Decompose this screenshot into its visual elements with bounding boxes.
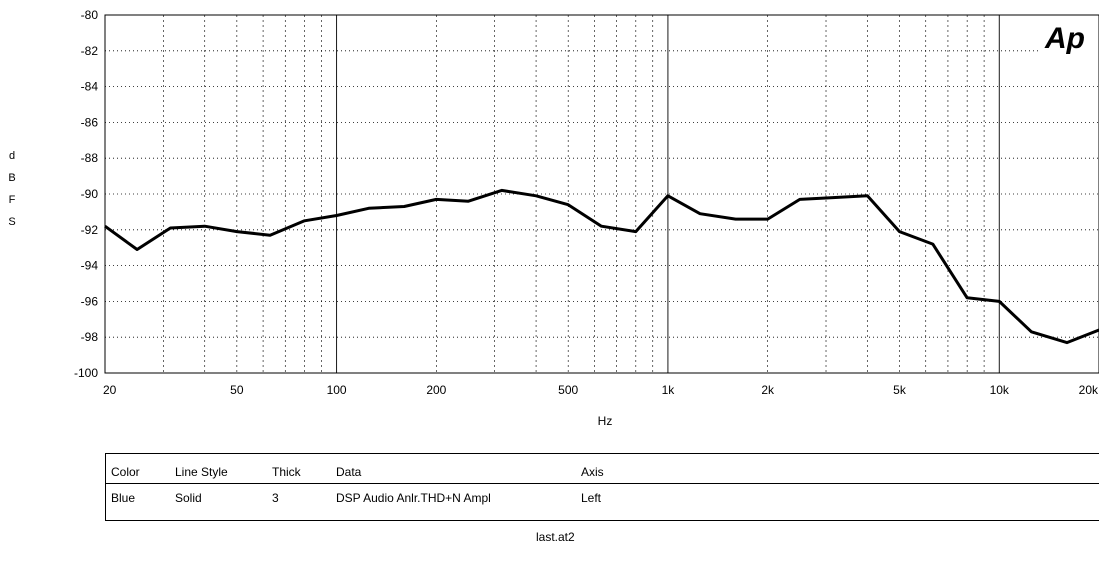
x-tick-label: 50 xyxy=(230,383,244,397)
legend-divider xyxy=(106,483,1099,484)
legend-table: Color Line Style Thick Data Axis Blue So… xyxy=(105,453,1099,521)
x-tick-label: 20k xyxy=(1079,383,1099,397)
y-axis-label-char: d xyxy=(8,150,16,162)
x-tick-label: 10k xyxy=(990,383,1010,397)
y-axis-ticks: -80 -82 -84 -86 -88 -90 -92 -94 -96 -98 -100 xyxy=(74,8,98,380)
filename-label: last.at2 xyxy=(536,530,575,544)
y-tick-label: -92 xyxy=(81,223,99,237)
x-axis-ticks: 20 50 100 200 500 1k 2k 5k 10k 20k xyxy=(103,383,1099,397)
legend-row-axis: Left xyxy=(581,491,602,505)
y-tick-label: -100 xyxy=(74,366,98,380)
legend-row-color: Blue xyxy=(111,491,136,505)
x-tick-label: 2k xyxy=(761,383,775,397)
y-tick-label: -86 xyxy=(81,115,99,129)
plot-frame xyxy=(104,14,1099,374)
y-tick-label: -94 xyxy=(81,259,99,273)
y-tick-label: -96 xyxy=(81,294,99,308)
y-tick-label: -82 xyxy=(81,44,99,58)
y-axis-label-char: B xyxy=(8,172,16,184)
chart-svg: -80 -82 -84 -86 -88 -90 -92 -94 -96 -98 -100 20 50 1… xyxy=(74,8,1099,428)
y-tick-label: -84 xyxy=(81,80,99,94)
y-axis-label-char: F xyxy=(8,194,16,206)
series-group xyxy=(104,188,1099,345)
x-tick-label: 200 xyxy=(426,383,446,397)
x-axis-label: Hz xyxy=(598,414,613,428)
y-tick-label: -90 xyxy=(81,187,99,201)
legend-header-thick: Thick xyxy=(272,465,301,479)
x-tick-label: 1k xyxy=(662,383,676,397)
legend-header-line-style: Line Style xyxy=(175,465,228,479)
legend-header-axis: Axis xyxy=(581,465,604,479)
y-tick-label: -98 xyxy=(81,330,99,344)
y-axis-label-char: S xyxy=(8,216,16,228)
legend-header-color: Color xyxy=(111,465,140,479)
x-tick-label: 5k xyxy=(893,383,907,397)
x-tick-label: 100 xyxy=(327,383,347,397)
legend-row-data: DSP Audio Anlr.THD+N Ampl xyxy=(336,491,491,505)
legend-row-line-style: Solid xyxy=(175,491,202,505)
x-tick-label: 20 xyxy=(103,383,117,397)
y-tick-label: -88 xyxy=(81,151,99,165)
series-line xyxy=(104,188,1099,345)
chart-grid xyxy=(105,15,1099,373)
y-tick-label: -80 xyxy=(81,8,99,22)
legend-header-data: Data xyxy=(336,465,362,479)
x-tick-label: 500 xyxy=(558,383,578,397)
ap-logo: Ap xyxy=(1044,22,1085,55)
legend-row-thick: 3 xyxy=(272,491,279,505)
logo-background xyxy=(1040,16,1098,54)
